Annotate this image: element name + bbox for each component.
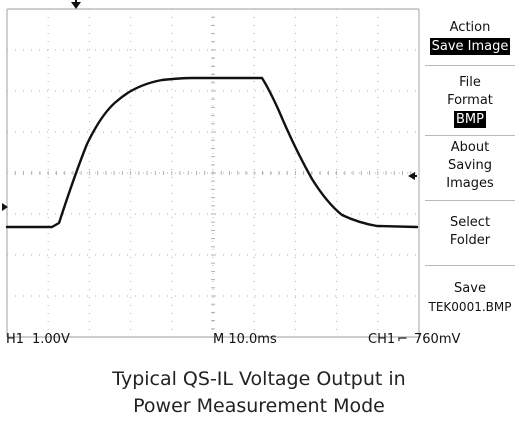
figure-caption: Typical QS-IL Voltage Output in Power Me… — [0, 366, 518, 420]
file-format-value: BMP — [454, 111, 486, 128]
h-channel-label: H1 — [6, 332, 25, 347]
file-format-title-line2: Format — [447, 93, 493, 108]
save-line1: Save — [454, 281, 486, 296]
trigger-slope-icon: ⌐ — [397, 332, 408, 347]
select-folder-button[interactable]: Select Folder — [422, 214, 518, 250]
action-title: Action — [449, 20, 491, 35]
down-arrow-icon — [71, 0, 81, 9]
trigger-channel-label: CH1 — [368, 332, 396, 347]
about-line1: About — [450, 140, 490, 155]
side-menu: Action Save Image File Format BMP About … — [422, 0, 518, 327]
voltage-trace — [5, 76, 419, 229]
file-format-menu-button[interactable]: File Format BMP — [422, 74, 518, 128]
about-line2: Saving — [447, 158, 492, 173]
left-arrow-icon — [408, 172, 417, 180]
waveform-graticule — [5, 8, 420, 338]
about-saving-images-button[interactable]: About Saving Images — [422, 139, 518, 193]
trigger-level-readout: 760mV — [414, 332, 461, 347]
save-filename: TEK0001.BMP — [428, 300, 512, 314]
h-scale-readout: 1.00V — [32, 332, 70, 347]
graticule-grid — [6, 8, 420, 338]
about-line3: Images — [446, 176, 494, 191]
menu-divider — [425, 135, 515, 136]
action-menu-button[interactable]: Action Save Image — [422, 19, 518, 55]
right-arrow-icon — [2, 203, 8, 211]
save-file-button[interactable]: Save TEK0001.BMP — [422, 280, 518, 316]
menu-divider — [425, 200, 515, 201]
file-format-title-line1: File — [459, 75, 481, 90]
menu-divider — [425, 65, 515, 66]
oscilloscope-screen: Action Save Image File Format BMP About … — [2, 0, 518, 347]
caption-line2: Power Measurement Mode — [133, 395, 385, 417]
timebase-readout: M 10.0ms — [213, 332, 277, 347]
action-value: Save Image — [429, 38, 511, 55]
select-folder-line2: Folder — [449, 233, 491, 248]
caption-line1: Typical QS-IL Voltage Output in — [112, 368, 406, 390]
select-folder-line1: Select — [449, 215, 491, 230]
menu-divider — [425, 265, 515, 266]
waveform-display — [2, 0, 420, 338]
